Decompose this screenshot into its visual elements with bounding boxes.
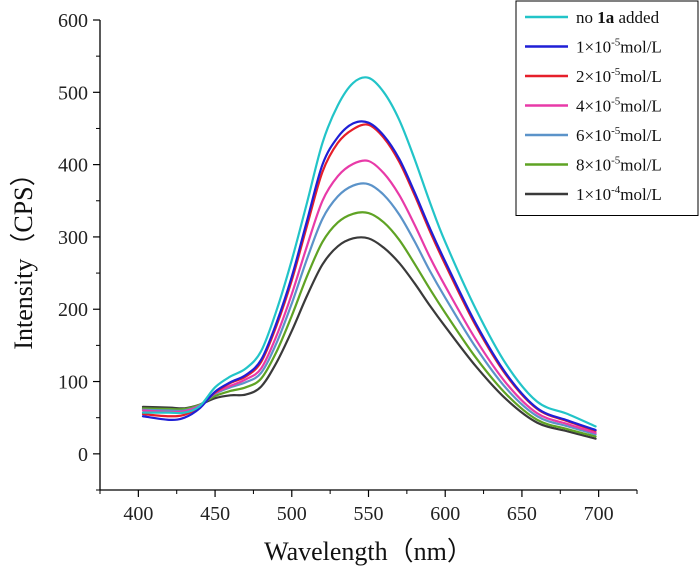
series-lines bbox=[141, 76, 597, 440]
legend-label: 1×10-4mol/L bbox=[576, 184, 662, 204]
x-tick-label: 400 bbox=[123, 503, 153, 525]
y-tick-label: 300 bbox=[58, 227, 88, 249]
legend-label: 8×10-5mol/L bbox=[576, 155, 662, 175]
y-tick-label: 200 bbox=[58, 299, 88, 321]
y-tick-label: 0 bbox=[78, 444, 88, 466]
x-tick-label: 600 bbox=[430, 503, 460, 525]
x-tick-label: 500 bbox=[277, 503, 307, 525]
legend: no 1a added 1×10-5mol/L 2×10-5mol/L 4×10-5m… bbox=[515, 0, 699, 216]
series-line bbox=[141, 76, 597, 428]
y-tick-label: 600 bbox=[58, 10, 88, 32]
series-line bbox=[141, 120, 597, 432]
legend-label: 6×10-5mol/L bbox=[576, 125, 662, 145]
x-tick-label: 550 bbox=[354, 503, 384, 525]
legend-label: 1×10-5mol/L bbox=[576, 37, 662, 57]
x-axis-title: Wavelength（nm） bbox=[264, 537, 473, 566]
y-tick-label: 500 bbox=[58, 82, 88, 104]
y-axis-title: Intensity（CPS） bbox=[9, 160, 38, 349]
x-tick-label: 450 bbox=[200, 503, 230, 525]
legend-label: no 1a added bbox=[576, 8, 660, 27]
series-line bbox=[141, 211, 597, 438]
series-line bbox=[141, 236, 597, 440]
legend-box bbox=[515, 0, 699, 216]
y-tick-label: 100 bbox=[58, 372, 88, 394]
x-tick-label: 700 bbox=[584, 503, 614, 525]
y-tick-label: 400 bbox=[58, 155, 88, 177]
axes: 400 450 500 550 600 650 700 0 100 200 300 400 500 600 bbox=[58, 10, 638, 525]
x-tick-label: 650 bbox=[507, 503, 537, 525]
legend-label: 4×10-5mol/L bbox=[576, 96, 662, 116]
legend-label: 2×10-5mol/L bbox=[576, 66, 662, 86]
